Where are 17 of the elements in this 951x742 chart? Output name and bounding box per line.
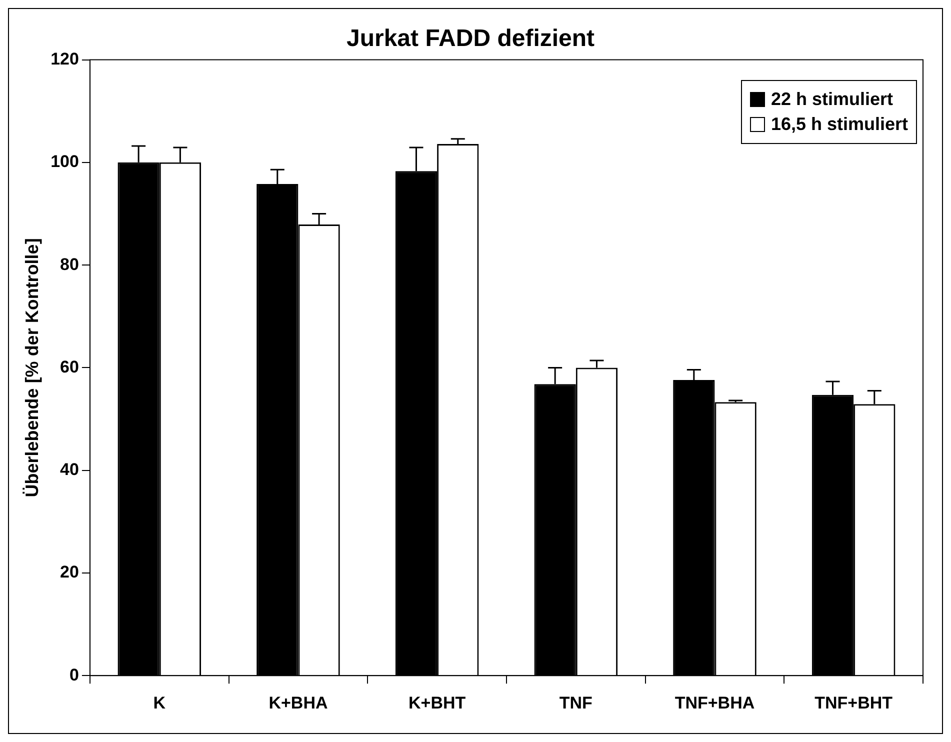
legend-label: 22 h stimuliert <box>770 89 893 110</box>
y-tick-label: 40 <box>60 460 79 480</box>
y-axis-title: Überlebende [% der Kontrolle] <box>22 238 42 498</box>
x-tick-label: TNF+BHT <box>814 693 894 712</box>
x-tick-label: K+BHT <box>408 693 466 712</box>
y-tick-label: 80 <box>60 254 79 274</box>
y-tick-label: 20 <box>60 562 79 582</box>
y-tick-label: 120 <box>50 49 79 68</box>
chart-title: Jurkat FADD defizient <box>346 25 595 52</box>
legend-label: 16,5 h stimuliert <box>770 114 908 135</box>
y-tick-label: 0 <box>69 665 79 684</box>
x-tick-label: TNF+BHA <box>674 693 755 712</box>
x-tick-label: TNF <box>559 693 592 712</box>
x-tick-label: K <box>153 693 166 712</box>
x-tick-label: K+BHA <box>268 693 328 712</box>
y-tick-label: 100 <box>50 152 79 172</box>
y-tick-label: 60 <box>60 357 79 376</box>
